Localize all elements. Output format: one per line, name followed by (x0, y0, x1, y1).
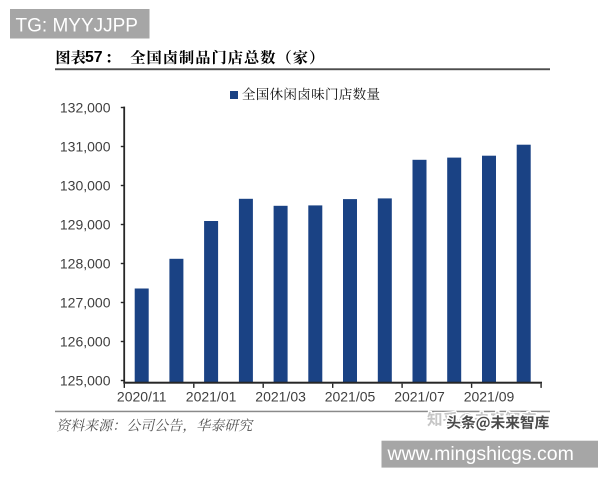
svg-text:125,000: 125,000 (60, 373, 111, 389)
svg-text:2021/07: 2021/07 (394, 389, 445, 405)
svg-text:128,000: 128,000 (60, 256, 111, 272)
svg-text:2021/09: 2021/09 (464, 389, 515, 405)
svg-text:126,000: 126,000 (60, 334, 111, 350)
svg-text:2021/03: 2021/03 (255, 389, 306, 405)
svg-text:2020/11: 2020/11 (117, 389, 167, 405)
svg-text:132,000: 132,000 (60, 100, 111, 116)
svg-text:130,000: 130,000 (60, 178, 111, 194)
svg-text:2021/01: 2021/01 (186, 389, 237, 405)
svg-text:57: 57 (85, 49, 103, 66)
svg-text:2021/05: 2021/05 (325, 389, 376, 405)
svg-text:127,000: 127,000 (60, 295, 111, 311)
svg-text:TG: MYYJJPP: TG: MYYJJPP (16, 16, 138, 37)
svg-text:www.mingshicgs.com: www.mingshicgs.com (387, 443, 574, 465)
svg-text:131,000: 131,000 (60, 139, 111, 155)
svg-text:129,000: 129,000 (60, 217, 111, 233)
